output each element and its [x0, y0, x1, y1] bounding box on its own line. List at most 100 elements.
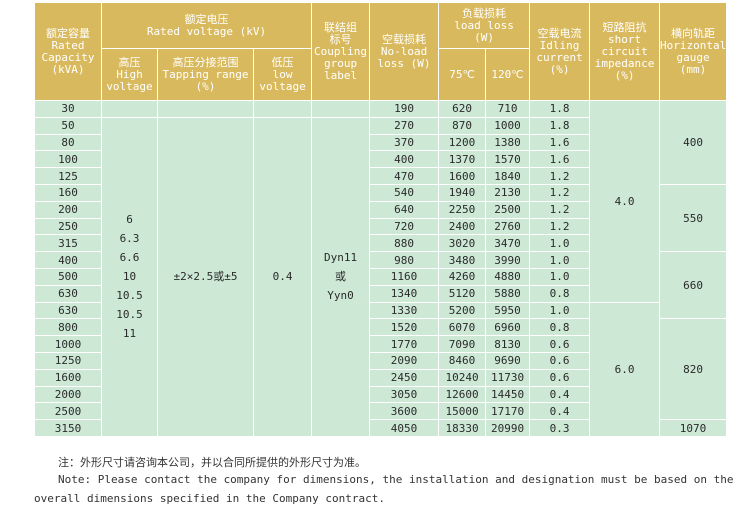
header-tapping: 高压分接范围 Tapping range (%): [157, 48, 254, 101]
cell-load-120: 2130: [485, 183, 531, 202]
header-120c: 120℃: [485, 48, 531, 101]
table-row: 50 6 6.3 6.6 10 10.5 10.5 11 ±2×2.5或±5 0.4 Dyn11 或 Y…: [34, 116, 727, 437]
cell-idle: 0.4: [529, 402, 591, 421]
cell-capacity: 3150: [34, 419, 102, 437]
cell-idle: 1.6: [529, 133, 591, 152]
cell-load-120: 2500: [485, 200, 531, 219]
header-noload-loss: 空载损耗 No-load loss (W): [369, 2, 440, 101]
cell-idle: 1.0: [529, 234, 591, 253]
cell-capacity: 125: [34, 167, 102, 185]
cell-load-75: 3020: [438, 234, 487, 253]
cell-noload: 880: [369, 234, 440, 253]
cell-gauge-1070: 1070: [659, 419, 728, 437]
cell-idle: 1.0: [529, 251, 591, 269]
cell-load-75: 8460: [438, 351, 487, 370]
cell-capacity: 630: [34, 284, 102, 303]
cell-tapping-merged: ±2×2.5或±5: [157, 116, 254, 437]
hv-value: 6.3: [119, 232, 140, 246]
cell-noload: 1330: [369, 301, 440, 320]
cell-impedance-1: 4.0: [589, 100, 661, 303]
cell-capacity: 1600: [34, 368, 102, 387]
cell-load-75: 18330: [438, 419, 487, 437]
cell-idle: 0.6: [529, 351, 591, 370]
coupling-value: Yyn0: [327, 289, 354, 303]
cell-noload: 2090: [369, 351, 440, 370]
cell-noload: 1770: [369, 335, 440, 353]
table-row: 1000 1770 7090 8130 0.6: [34, 335, 727, 353]
cell-load-75: 1940: [438, 183, 487, 202]
cell-coupling-merged: Dyn11 或 Yyn0: [311, 116, 371, 437]
cell-noload: 1340: [369, 284, 440, 303]
hv-value: 10.5: [116, 308, 143, 322]
table-row: 160 540 1940 2130 1.2 550: [34, 183, 728, 253]
cell-load-75: 5200: [438, 301, 487, 320]
cell-gauge-660: 660: [659, 251, 728, 320]
cell-coupling-pad: [311, 100, 371, 118]
cell-capacity: 1000: [34, 335, 102, 353]
table-row: 500 1160 4260 4880 1.0: [34, 267, 727, 286]
cell-load-120: 14450: [485, 385, 531, 404]
cell-load-75: 4260: [438, 267, 487, 286]
cell-noload: 270: [369, 116, 440, 135]
hv-value: 6: [126, 213, 133, 227]
cell-capacity: 250: [34, 217, 102, 236]
header-impedance: 短路阻抗 short circuit impedance (%): [589, 2, 661, 101]
cell-noload: 370: [369, 133, 440, 152]
note-chinese: 注：外形尺寸请咨询本公司，并以合同所提供的外形尺寸为准。: [58, 456, 366, 469]
header-75c: 75℃: [438, 48, 487, 101]
hv-value: 10.5: [116, 289, 143, 303]
header-load-loss: 负载损耗 load loss (W): [438, 2, 531, 49]
table-row: 630 1340 5120 5880 0.8: [34, 284, 727, 303]
cell-noload: 2450: [369, 368, 440, 387]
cell-load-120: 1840: [485, 167, 531, 185]
cell-load-120: 3990: [485, 251, 531, 269]
cell-noload: 540: [369, 183, 440, 202]
cell-load-120: 1000: [485, 116, 531, 135]
cell-capacity: 1250: [34, 351, 102, 370]
cell-load-120: 3470: [485, 234, 531, 253]
cell-lv-pad: [252, 100, 313, 118]
cell-impedance-2: 6.0: [589, 301, 661, 437]
cell-load-120: 4880: [485, 267, 531, 286]
cell-gauge-550: 550: [659, 183, 728, 253]
table-row: 630 1330 5200 5950 1.0 6.0: [34, 301, 727, 437]
cell-idle: 1.2: [529, 183, 591, 202]
cell-load-120: 20990: [485, 419, 531, 437]
cell-idle: 1.6: [529, 150, 591, 169]
header-capacity: 额定容量 Rated Capacity (kVA): [34, 2, 102, 101]
cell-load-75: 1200: [438, 133, 487, 152]
cell-capacity: 50: [34, 116, 102, 135]
cell-idle: 1.0: [529, 267, 591, 286]
table-row: 400 980 3480 3990 1.0 660: [34, 251, 728, 320]
cell-load-75: 6070: [438, 318, 487, 337]
cell-capacity: 630: [34, 301, 102, 320]
cell-noload: 3600: [369, 402, 440, 421]
cell-load-75: 15000: [438, 402, 487, 421]
cell-load-75: 620: [438, 100, 487, 118]
cell-idle: 0.8: [529, 318, 591, 337]
cell-capacity: 2500: [34, 402, 102, 421]
cell-capacity: 160: [34, 183, 102, 202]
cell-lv-merged: 0.4: [252, 116, 313, 437]
cell-gauge-820: 820: [659, 318, 728, 421]
cell-load-75: 870: [438, 116, 487, 135]
cell-hv-merged-pad: [101, 100, 158, 118]
header-lv: 低压 low voltage: [252, 48, 313, 101]
cell-load-75: 10240: [438, 368, 487, 387]
hv-value: 11: [122, 327, 137, 341]
cell-load-75: 12600: [438, 385, 487, 404]
cell-load-75: 5120: [438, 284, 487, 303]
cell-load-120: 6960: [485, 318, 531, 337]
cell-noload: 470: [369, 167, 440, 185]
cell-idle: 1.2: [529, 217, 591, 236]
cell-capacity: 200: [34, 200, 102, 219]
table-row: 30 190 620 710 1.8 4.0 400: [34, 100, 728, 303]
note-english-line2: overall dimensions specified in the Comp…: [34, 492, 385, 505]
cell-load-120: 5880: [485, 284, 531, 303]
cell-idle: 1.0: [529, 301, 591, 320]
cell-load-120: 1380: [485, 133, 531, 152]
cell-capacity: 800: [34, 318, 102, 337]
cell-hv-merged: 6 6.3 6.6 10 10.5 10.5 11: [101, 116, 158, 437]
table-row: 250 720 2400 2760 1.2: [34, 217, 727, 236]
coupling-value: 或: [335, 270, 347, 284]
